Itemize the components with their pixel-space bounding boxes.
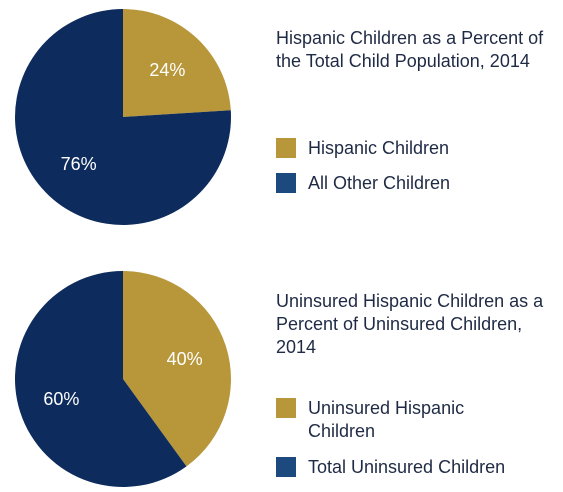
pie-slice-1-1 [14,271,187,487]
legend-swatch-gold [276,398,296,418]
pie-slice-label-0-0: 24% [149,60,185,80]
pie-slice-label-1-1: 60% [43,389,79,409]
pie-chart-uninsured-children: 40% 60% [14,271,231,487]
legend-item-uninsured-hispanic-children: Uninsured Hispanic Children [276,397,561,443]
legend-item-all-other-children: All Other Children [276,172,561,195]
legend-label: Uninsured Hispanic Children [308,398,465,441]
legend-label: Hispanic Children [308,138,450,158]
pie-slice-1-0 [123,271,231,467]
legend-label: All Other Children [308,173,451,193]
legend-label: Total Uninsured Children [308,457,506,477]
chart-title-2: Uninsured Hispanic Children as a Percent… [276,291,544,357]
legend-swatch-navy [276,173,296,193]
pie-slice-label-0-1: 76% [61,154,97,174]
pie-slice-0-1 [14,9,231,225]
legend-item-hispanic-children: Hispanic Children [276,137,561,160]
pie-slice-0-0 [123,9,231,117]
legend-item-total-uninsured-children: Total Uninsured Children [276,456,561,479]
pie-chart-hispanic-children: 24% 76% [14,9,231,225]
chart-title-1: Hispanic Children as a Percent of the To… [276,28,544,71]
legend-swatch-gold [276,138,296,158]
pie-slice-label-1-0: 40% [167,349,203,369]
legend-swatch-navy [276,457,296,477]
